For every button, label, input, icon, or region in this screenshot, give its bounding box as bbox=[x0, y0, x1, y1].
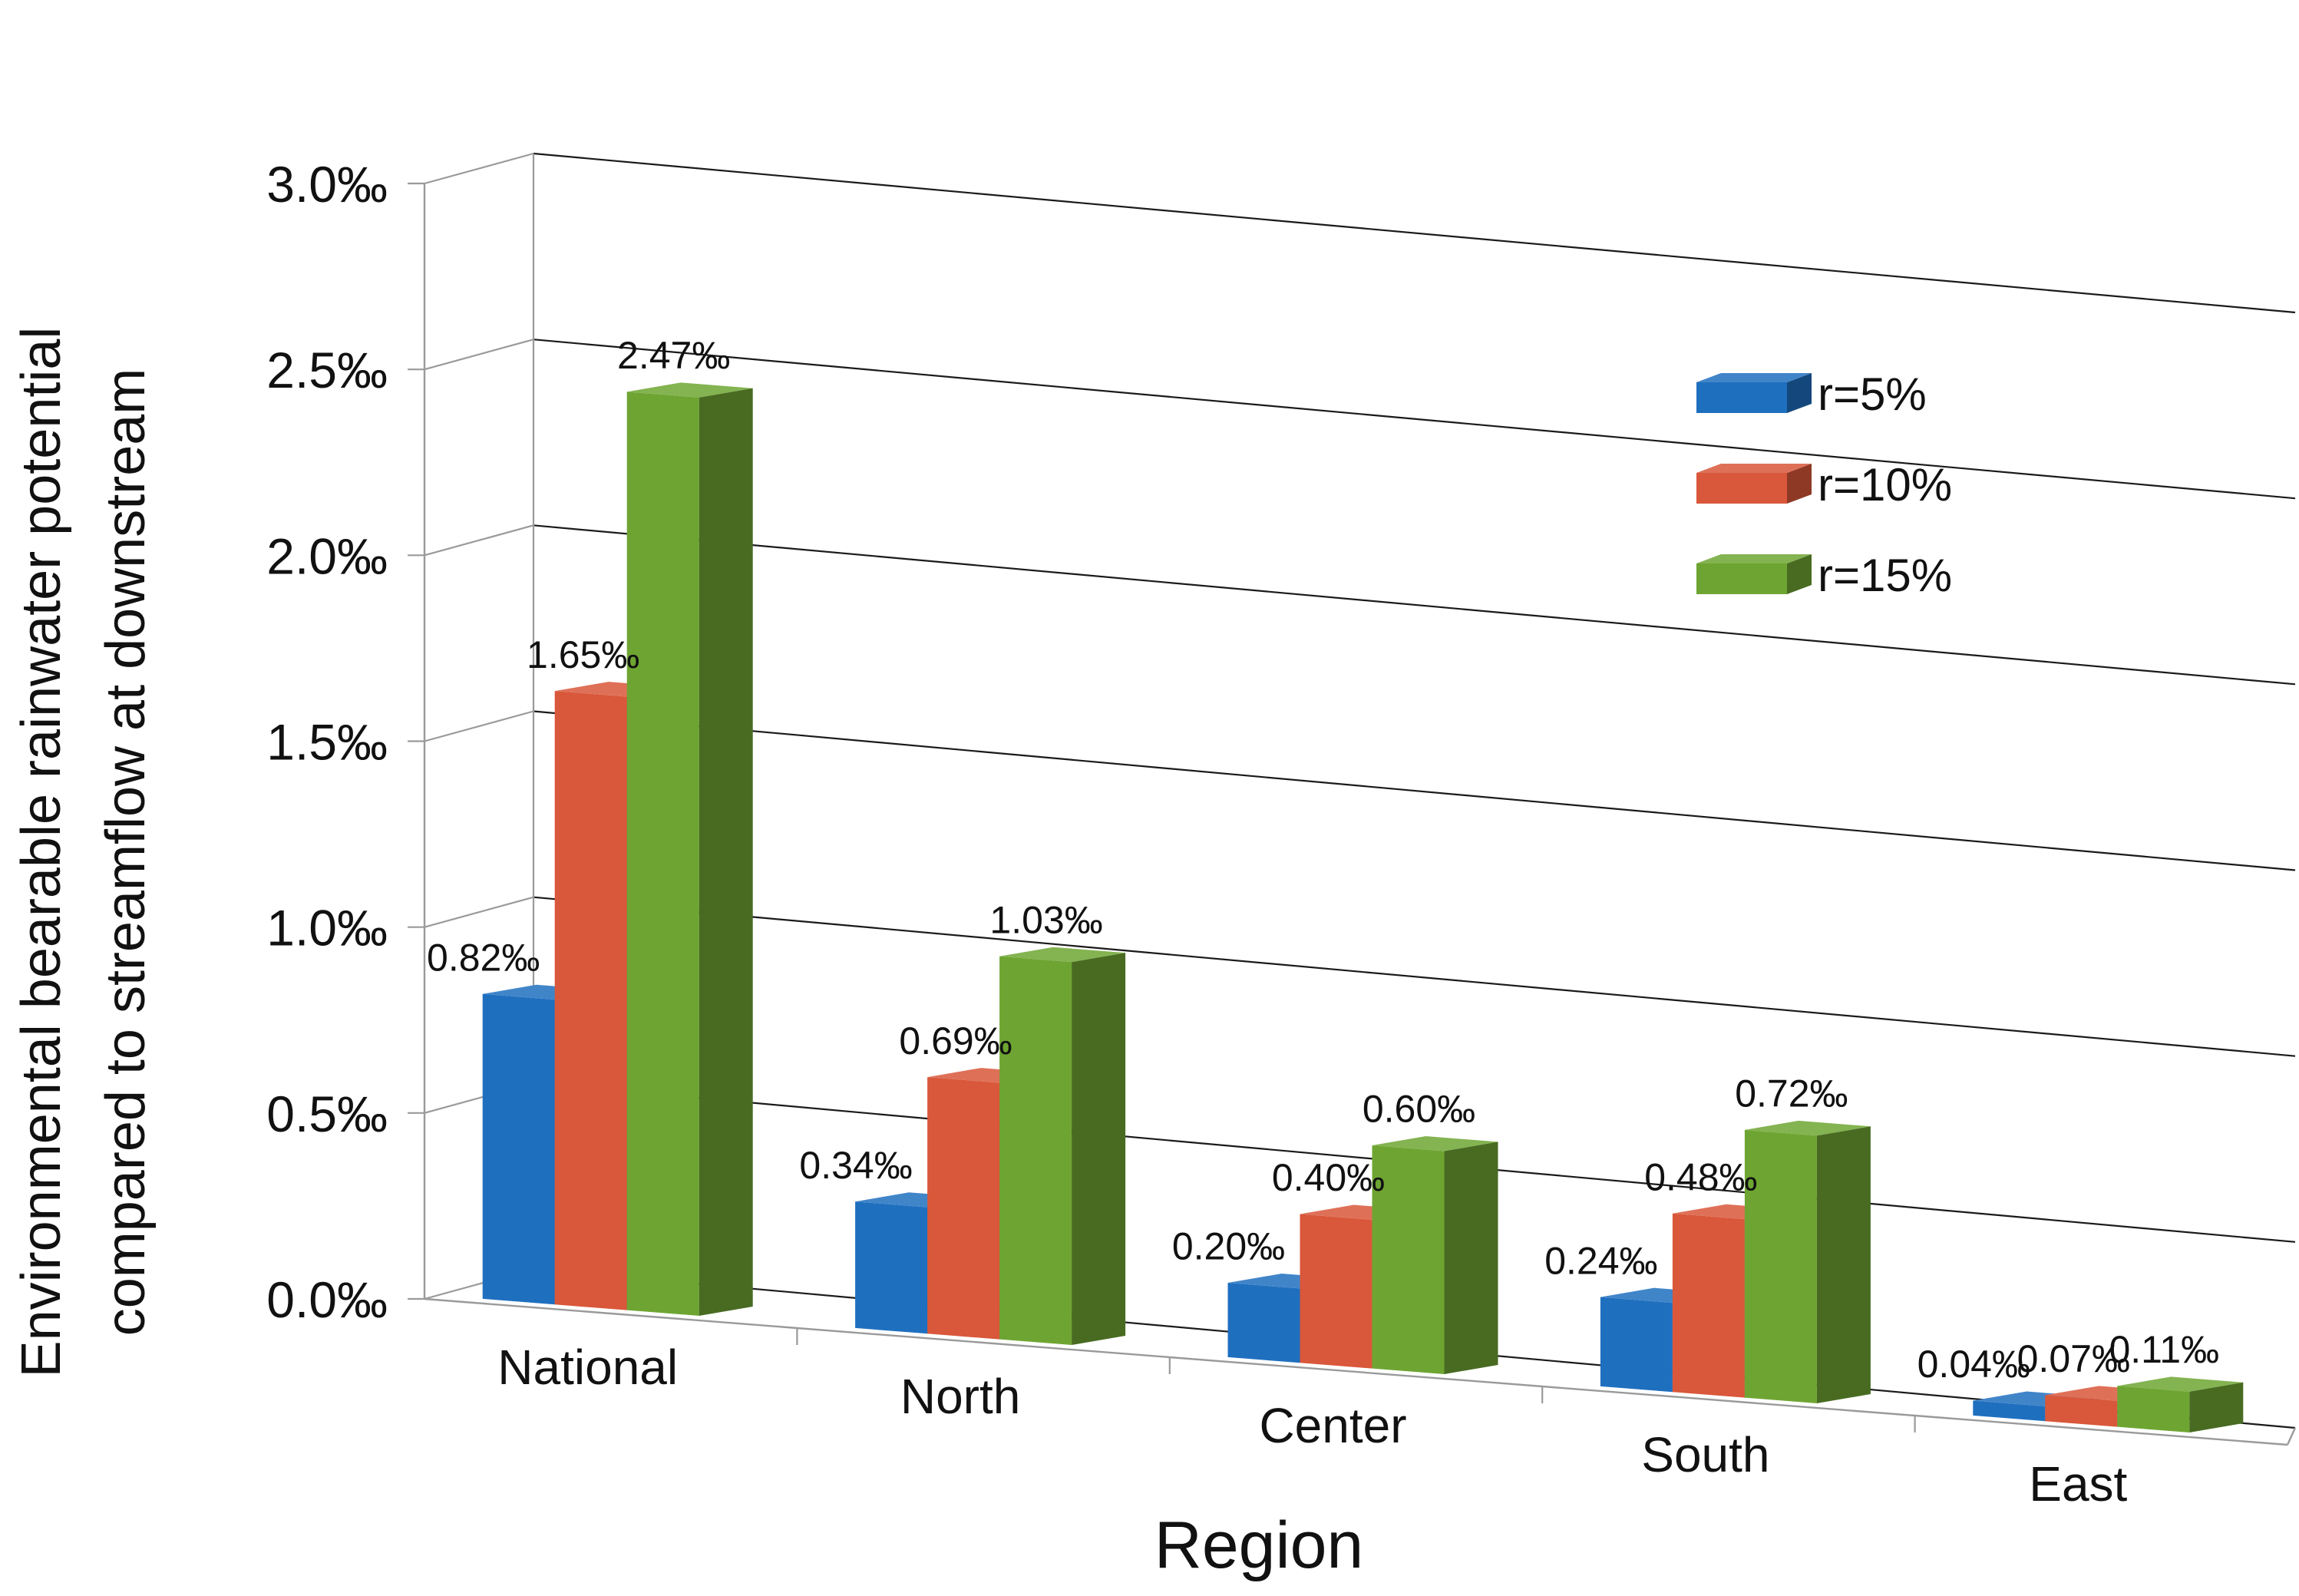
legend-swatch-top bbox=[1696, 554, 1812, 563]
x-tick-label: South bbox=[1641, 1427, 1769, 1482]
legend-item: r=5% bbox=[1696, 368, 1927, 420]
bar-front bbox=[2045, 1395, 2118, 1427]
x-tick-label: Center bbox=[1259, 1398, 1406, 1453]
legend-item: r=10% bbox=[1696, 459, 1952, 511]
data-label: 0.40‰ bbox=[1272, 1156, 1385, 1199]
data-labels: 0.82‰ 1.65‰ 2.47‰ 0.34‰ 0.69‰ 1.03‰ 0.20‰ 0.40‰… bbox=[427, 334, 2219, 1386]
y-tick-label: 2.0‰ bbox=[266, 527, 388, 584]
floor-right-edge bbox=[2286, 1427, 2297, 1446]
bar-front bbox=[999, 956, 1072, 1346]
bar-front bbox=[1372, 1145, 1445, 1375]
data-label: 0.24‰ bbox=[1544, 1239, 1657, 1282]
data-label: 2.47‰ bbox=[617, 334, 730, 377]
data-label: 1.65‰ bbox=[527, 633, 639, 676]
x-tick-label: East bbox=[2029, 1456, 2127, 1512]
bar-front bbox=[554, 691, 627, 1310]
bar-side bbox=[699, 388, 753, 1317]
y-axis-title: Environmental bearable rainwater potenti… bbox=[11, 327, 157, 1378]
legend-label: r=15% bbox=[1818, 550, 1952, 601]
y-axis-title-line-1: Environmental bearable rainwater potenti… bbox=[11, 327, 72, 1378]
bar-side bbox=[1816, 1126, 1871, 1404]
data-label: 0.82‰ bbox=[427, 936, 540, 979]
bar-front bbox=[1973, 1400, 2046, 1422]
legend: r=5% r=10% r=15% bbox=[1696, 368, 1952, 601]
bar-top bbox=[626, 382, 753, 398]
bar-front bbox=[482, 993, 555, 1305]
bar-front bbox=[1227, 1283, 1300, 1363]
x-tick-label: National bbox=[497, 1340, 678, 1395]
gridline-side bbox=[424, 896, 534, 928]
legend-swatch-top bbox=[1696, 373, 1812, 382]
bar bbox=[1372, 1136, 1498, 1375]
gridline-back bbox=[533, 710, 2296, 871]
data-label: 0.07‰ bbox=[2017, 1337, 2130, 1380]
y-tick-label: 1.5‰ bbox=[266, 714, 388, 771]
y-tick-label: 3.0‰ bbox=[266, 156, 388, 213]
data-label: 0.69‰ bbox=[899, 1019, 1012, 1062]
legend-swatch bbox=[1696, 473, 1787, 504]
y-tick-label: 0.5‰ bbox=[266, 1085, 388, 1142]
legend-item: r=15% bbox=[1696, 550, 1952, 601]
bar bbox=[626, 382, 753, 1317]
bar-side bbox=[1444, 1142, 1498, 1375]
bar-top bbox=[2117, 1376, 2244, 1392]
legend-label: r=10% bbox=[1818, 459, 1952, 511]
bar-front bbox=[1672, 1213, 1745, 1398]
axes: 0.0‰ 0.5‰ 1.0‰ 1.5‰ 2.0‰ 2.5‰ 3.0‰ National Nort… bbox=[266, 154, 2297, 1512]
legend-swatch-side bbox=[1787, 373, 1812, 413]
bar-front bbox=[1600, 1297, 1673, 1393]
x-tick-label: North bbox=[900, 1369, 1021, 1424]
gridlines bbox=[424, 152, 2296, 1429]
bar-top bbox=[1372, 1136, 1498, 1152]
gridline-side bbox=[424, 710, 534, 742]
gridline-back bbox=[533, 896, 2296, 1057]
data-label: 0.60‰ bbox=[1363, 1088, 1475, 1131]
y-tick-label: 1.0‰ bbox=[266, 900, 388, 957]
x-axis-line bbox=[424, 1297, 2288, 1446]
bar-front bbox=[1300, 1214, 1372, 1369]
data-label: 1.03‰ bbox=[989, 898, 1102, 941]
gridline-back bbox=[533, 152, 2296, 314]
legend-swatch bbox=[1696, 382, 1787, 413]
y-tick-label: 2.5‰ bbox=[266, 342, 388, 398]
bar-front bbox=[927, 1077, 1000, 1340]
bar-side bbox=[2189, 1382, 2244, 1433]
data-label: 0.11‰ bbox=[2109, 1328, 2219, 1371]
data-label: 0.20‰ bbox=[1172, 1225, 1285, 1268]
bar-front bbox=[855, 1201, 928, 1334]
data-label: 0.72‰ bbox=[1735, 1072, 1848, 1115]
bar-front bbox=[626, 392, 699, 1317]
gridline-side bbox=[424, 152, 534, 185]
legend-swatch-side bbox=[1787, 554, 1812, 594]
legend-swatch bbox=[1696, 563, 1787, 594]
data-label: 0.04‰ bbox=[1917, 1343, 2030, 1386]
gridline-side bbox=[424, 524, 534, 557]
x-axis-title: Region bbox=[1154, 1508, 1364, 1582]
bar-side bbox=[1072, 953, 1126, 1346]
bar bbox=[2117, 1376, 2244, 1433]
gridline-back bbox=[533, 524, 2296, 686]
legend-label: r=5% bbox=[1818, 368, 1927, 420]
y-axis-title-line-2: compared to streamflow at downstream bbox=[95, 368, 157, 1337]
legend-swatch-side bbox=[1787, 464, 1812, 504]
bar-top bbox=[1744, 1120, 1871, 1136]
bar-front bbox=[1744, 1129, 1817, 1404]
bar-front bbox=[2117, 1386, 2190, 1433]
y-tick-label: 0.0‰ bbox=[266, 1271, 388, 1328]
bar-top bbox=[999, 947, 1126, 963]
data-label: 0.34‰ bbox=[799, 1144, 912, 1187]
bar bbox=[999, 947, 1126, 1346]
bars bbox=[482, 382, 2244, 1433]
gridline-side bbox=[424, 339, 534, 371]
data-label: 0.48‰ bbox=[1644, 1155, 1757, 1198]
gridline-back bbox=[533, 339, 2296, 500]
legend-swatch-top bbox=[1696, 464, 1812, 473]
bar bbox=[1744, 1120, 1871, 1404]
